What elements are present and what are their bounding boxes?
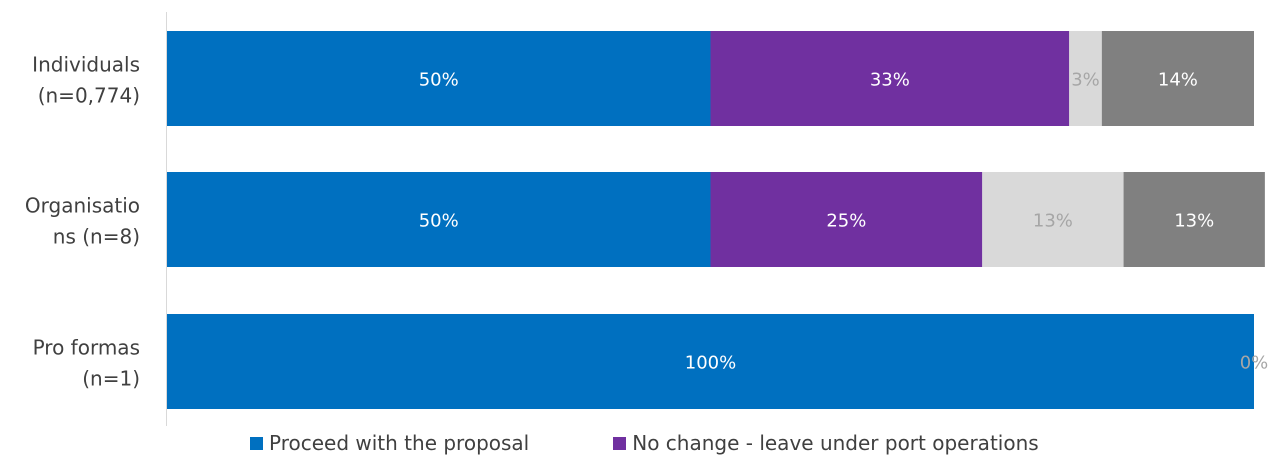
- bar-segment-c1-s1: [710, 172, 983, 267]
- data-label-c0-s2: 3%: [1071, 70, 1100, 91]
- category-label-0-line-0: Individuals: [32, 53, 140, 77]
- category-label-2-line-0: Pro formas: [33, 336, 140, 360]
- category-label-1-line-1: ns (n=8): [53, 225, 140, 249]
- category-label-2-line-1: (n=1): [82, 367, 140, 391]
- bar-segment-c1-s0: [167, 172, 711, 267]
- legend-item-proceed: Proceed with the proposal: [250, 431, 529, 455]
- legend-label-no-change: No change - leave under port operations: [632, 431, 1039, 455]
- bar-segment-c2-s0: [167, 314, 1254, 409]
- bar-segment-c0-s3: [1101, 31, 1254, 126]
- category-label-1-line-0: Organisatio: [25, 194, 140, 218]
- bar-segment-c0-s1: [710, 31, 1070, 126]
- data-label-c1-s2: 13%: [1033, 211, 1073, 232]
- bar-segment-c0-s2: [1069, 31, 1102, 126]
- data-label-c2-s2: 0%: [1240, 353, 1268, 374]
- data-label-c0-s1: 33%: [870, 70, 910, 91]
- chart-svg: 50% 33% 3% 14% Individuals (n=0,774) 50% 25% 13%…: [25, 12, 1268, 426]
- bar-segment-c0-s0: [167, 31, 711, 126]
- data-label-c2-s0: 100%: [685, 353, 736, 374]
- data-label-c1-s0: 50%: [419, 211, 459, 232]
- bar-segment-c1-s3: [1123, 172, 1265, 267]
- legend-swatch-proceed: [250, 436, 263, 450]
- legend-swatch-no-change: [613, 436, 627, 450]
- legend-label-proceed: Proceed with the proposal: [269, 431, 530, 455]
- data-label-c0-s3: 14%: [1158, 70, 1198, 91]
- data-label-c0-s0: 50%: [419, 70, 459, 91]
- category-label-0-line-1: (n=0,774): [38, 84, 140, 108]
- bar-segment-c1-s2: [982, 172, 1124, 267]
- legend-item-no-change: No change - leave under port operations: [613, 431, 1039, 455]
- data-label-c1-s1: 25%: [826, 211, 866, 232]
- data-label-c1-s3: 13%: [1174, 211, 1214, 232]
- chart-legend: Proceed with the proposal No change - le…: [250, 426, 1210, 460]
